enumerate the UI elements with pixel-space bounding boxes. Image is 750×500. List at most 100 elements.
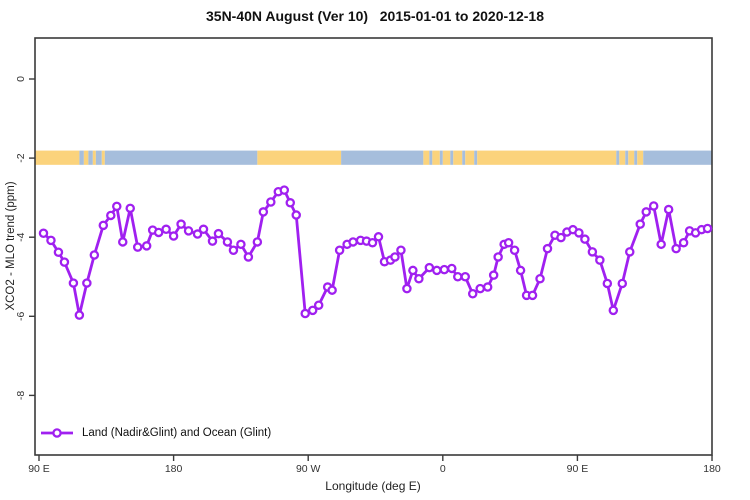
band-segment-land bbox=[637, 150, 644, 165]
band-segment-ocean bbox=[634, 150, 638, 165]
band-segment-ocean bbox=[474, 150, 478, 165]
data-point-marker bbox=[112, 201, 122, 212]
data-point-marker bbox=[98, 220, 109, 231]
data-point-marker bbox=[38, 228, 49, 238]
data-point-marker bbox=[266, 197, 276, 207]
data-point-marker bbox=[300, 308, 310, 319]
band-segment-land bbox=[35, 150, 80, 165]
data-point-marker bbox=[460, 271, 470, 282]
data-point-marker bbox=[213, 228, 224, 239]
band-segment-land bbox=[628, 150, 635, 165]
data-point-marker bbox=[74, 310, 85, 320]
legend-label: Land (Nadir&Glint) and Ocean (Glint) bbox=[82, 427, 272, 439]
band-segment-ocean bbox=[79, 150, 84, 165]
data-point-marker bbox=[236, 239, 246, 250]
x-tick-label: 180 bbox=[703, 463, 721, 475]
y-tick-label: -8 bbox=[15, 391, 27, 400]
data-point-marker bbox=[617, 278, 628, 289]
band-segment-ocean bbox=[439, 150, 443, 165]
data-point-marker bbox=[396, 245, 406, 256]
x-tick-label: 90 E bbox=[28, 463, 50, 475]
band-segment-land bbox=[465, 150, 475, 165]
data-point-marker bbox=[475, 283, 485, 294]
data-point-marker bbox=[595, 255, 605, 265]
data-point-marker bbox=[587, 247, 598, 257]
band-segment-land bbox=[92, 150, 96, 165]
data-point-marker bbox=[535, 273, 545, 284]
band-segment-ocean bbox=[341, 150, 424, 165]
data-point-marker bbox=[373, 232, 384, 242]
data-point-marker bbox=[118, 237, 128, 247]
band-segment-land bbox=[101, 150, 105, 165]
data-point-marker bbox=[608, 305, 619, 316]
data-series-line bbox=[42, 188, 708, 317]
band-segment-land bbox=[83, 150, 89, 165]
data-point-marker bbox=[68, 278, 79, 288]
band-segment-ocean bbox=[616, 150, 620, 165]
data-point-marker bbox=[243, 252, 254, 262]
data-point-marker bbox=[285, 198, 296, 208]
band-segment-land bbox=[423, 150, 430, 165]
data-point-marker bbox=[408, 265, 418, 276]
data-point-marker bbox=[59, 257, 70, 267]
data-point-marker bbox=[671, 243, 681, 254]
data-point-marker bbox=[663, 204, 674, 215]
data-point-marker bbox=[367, 237, 378, 248]
y-tick-label: -6 bbox=[15, 311, 27, 320]
data-point-marker bbox=[402, 283, 412, 294]
data-point-marker bbox=[89, 250, 100, 260]
data-point-marker bbox=[625, 247, 635, 257]
data-point-marker bbox=[348, 237, 358, 247]
band-segment-ocean bbox=[104, 150, 258, 165]
data-point-marker bbox=[414, 273, 424, 284]
y-axis-title: XCO2 - MLO trend (ppm) bbox=[5, 181, 17, 311]
data-point-marker bbox=[258, 207, 269, 217]
data-point-marker bbox=[424, 262, 435, 273]
band-segment-ocean bbox=[643, 150, 712, 165]
band-segment-ocean bbox=[462, 150, 466, 165]
data-point-marker bbox=[439, 264, 450, 275]
data-point-marker bbox=[279, 185, 290, 195]
data-point-marker bbox=[527, 290, 538, 301]
data-point-marker bbox=[580, 234, 590, 244]
band-segment-ocean bbox=[450, 150, 454, 165]
data-point-marker bbox=[556, 232, 566, 243]
band-segment-land bbox=[442, 150, 451, 165]
y-tick-label: 0 bbox=[15, 76, 27, 82]
band-segment-land bbox=[619, 150, 626, 165]
x-axis-title: Longitude (deg E) bbox=[325, 479, 421, 493]
data-point-marker bbox=[702, 223, 713, 234]
data-point-marker bbox=[453, 271, 463, 282]
x-tick-label: 0 bbox=[440, 463, 446, 475]
band-segment-land bbox=[477, 150, 617, 165]
x-tick-label: 90 E bbox=[567, 463, 589, 475]
data-point-marker bbox=[503, 237, 514, 248]
band-segment-land bbox=[257, 150, 342, 165]
data-point-marker bbox=[53, 247, 64, 257]
data-point-marker bbox=[46, 235, 56, 246]
data-point-marker bbox=[125, 203, 135, 214]
chart-title: 35N-40N August (Ver 10) 2015-01-01 to 20… bbox=[206, 8, 544, 24]
data-point-marker bbox=[482, 282, 493, 292]
data-point-marker bbox=[252, 237, 263, 247]
data-point-marker bbox=[307, 305, 318, 316]
data-point-marker bbox=[678, 237, 689, 248]
plot-border bbox=[34, 37, 713, 456]
y-tick-label: -4 bbox=[15, 232, 27, 241]
data-point-marker bbox=[602, 278, 613, 289]
data-point-marker bbox=[291, 210, 301, 220]
data-point-marker bbox=[509, 245, 520, 256]
x-tick-label: 180 bbox=[165, 463, 183, 475]
data-point-marker bbox=[635, 219, 645, 229]
legend: Land (Nadir&Glint) and Ocean (Glint) bbox=[40, 426, 271, 440]
data-point-marker bbox=[648, 201, 659, 211]
data-point-marker bbox=[82, 278, 92, 288]
band-segment-ocean bbox=[625, 150, 629, 165]
data-point-marker bbox=[313, 300, 324, 310]
data-point-marker bbox=[432, 265, 442, 276]
data-point-marker bbox=[542, 243, 553, 254]
data-point-marker bbox=[493, 252, 503, 262]
data-point-marker bbox=[141, 241, 152, 251]
